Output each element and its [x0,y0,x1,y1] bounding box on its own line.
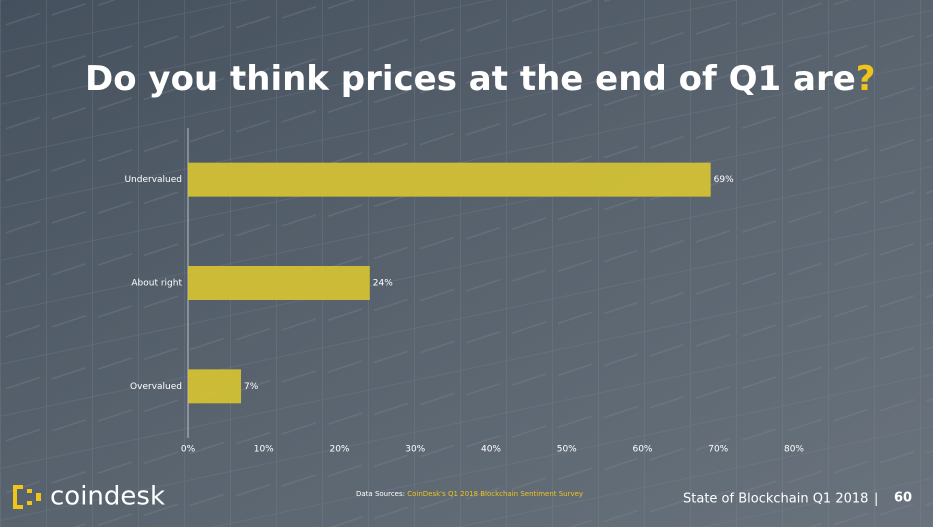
x-tick-label: 40% [481,445,501,455]
page-number: 60 [894,491,912,506]
x-tick-label: 70% [708,445,728,455]
value-label: 7% [244,382,259,392]
value-label: 69% [714,175,734,185]
bar [188,369,242,404]
chart-title: Do you think prices at the end of Q1 are… [85,59,876,99]
y-tick-label: Overvalued [130,382,182,392]
x-tick-label: 0% [181,445,196,455]
x-tick-label: 30% [405,445,425,455]
x-tick-label: 20% [329,445,349,455]
bar [188,266,370,300]
y-tick-label: About right [131,279,182,289]
logo-icon [13,485,41,509]
x-tick-label: 50% [557,445,577,455]
x-tick-label: 80% [784,445,804,455]
bar [188,162,711,197]
source: Data Sources: CoinDesk's Q1 2018 Blockch… [356,490,583,498]
x-tick-label: 10% [254,445,274,455]
y-tick-label: Undervalued [124,175,182,185]
report-name: State of Blockchain Q1 2018 [683,492,868,507]
x-tick-label: 60% [632,445,652,455]
separator: | [874,492,878,507]
value-label: 24% [373,279,393,289]
brand: coindesk [50,482,165,512]
